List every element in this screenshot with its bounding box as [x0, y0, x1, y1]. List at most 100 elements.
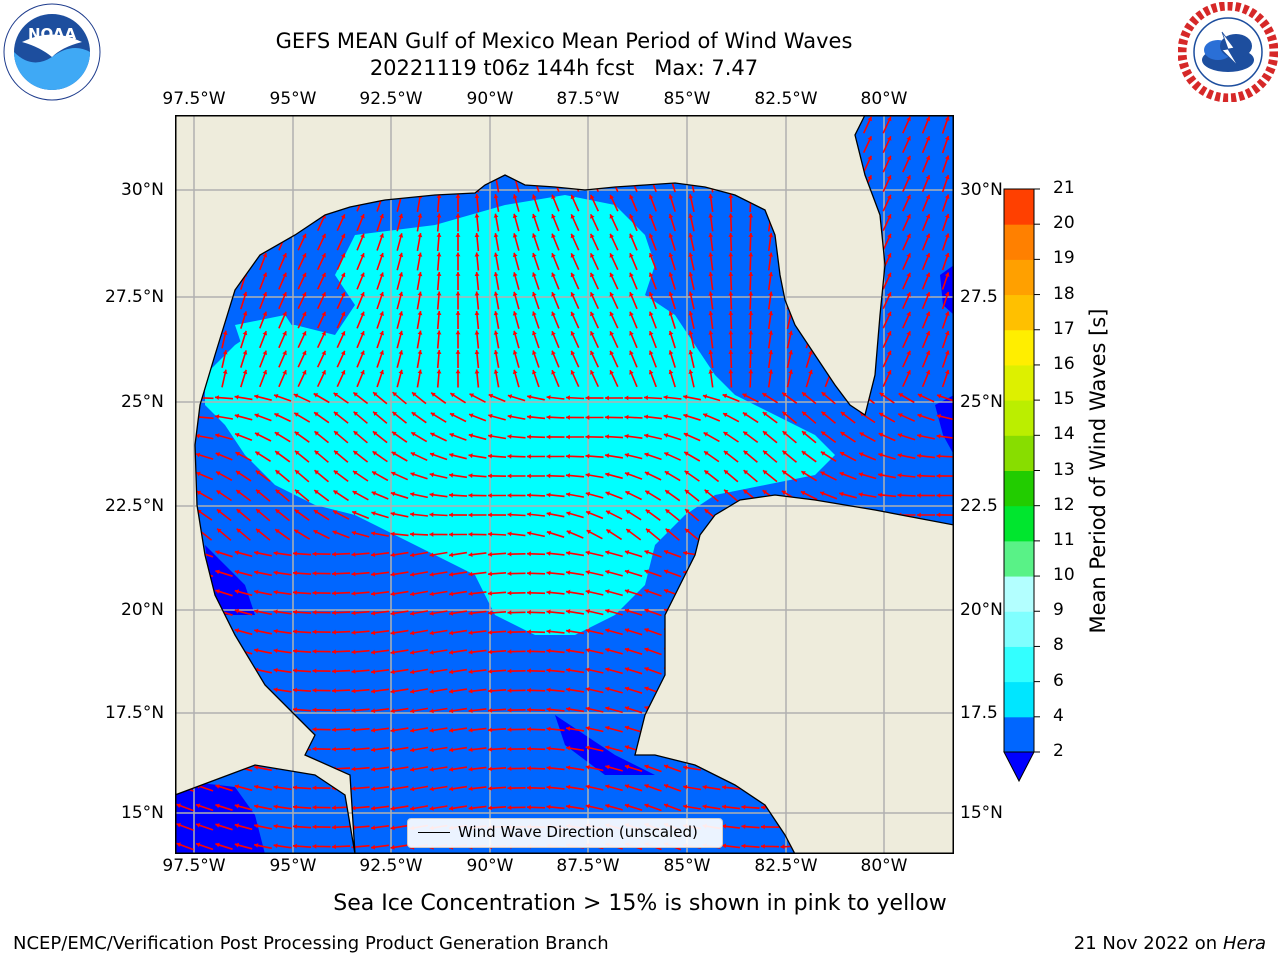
wave-direction-arrowhead [273, 667, 278, 673]
lat-label-right-17-5: 17.5 [960, 703, 998, 723]
wave-direction-arrowhead [488, 571, 492, 577]
wave-direction-arrowhead [585, 784, 590, 790]
wave-direction-arrowhead [605, 803, 610, 809]
wave-direction-arrowhead [215, 433, 220, 438]
wave-direction-arrowhead [609, 292, 614, 297]
wave-direction-arrowhead [683, 413, 688, 419]
wave-direction-arrowhead [724, 489, 729, 494]
wave-direction-arrowhead [410, 472, 415, 477]
wave-direction-arrowhead [254, 823, 259, 829]
wave-direction-arrowhead [527, 687, 531, 693]
wave-direction-arrowhead [468, 571, 473, 577]
wave-direction-arrowhead [196, 842, 201, 848]
wave-direction-arrowhead [256, 528, 261, 534]
wave-direction-arrowhead [410, 767, 415, 772]
wave-direction-arrowhead [449, 452, 454, 458]
colorbar-tick-label: 14 [1053, 424, 1075, 445]
wave-direction-arrowhead [644, 803, 649, 809]
wave-direction-arrowhead [493, 233, 499, 238]
wave-direction-arrowhead [410, 492, 415, 497]
wave-direction-arrowhead [906, 272, 911, 278]
wave-direction-arrowhead [411, 432, 416, 437]
wave-direction-arrowhead [768, 233, 774, 238]
wave-direction-arrowhead [821, 392, 827, 397]
lon-label-top-82-5: 82.5°W [754, 89, 818, 109]
wave-direction-arrowhead [302, 311, 307, 317]
wave-direction-arrowhead [507, 707, 512, 713]
wave-direction-arrowhead [551, 214, 556, 219]
wave-direction-arrowhead [590, 233, 595, 239]
wave-direction-arrowhead [507, 473, 512, 479]
wave-direction-arrowhead [236, 471, 241, 476]
wave-direction-arrowhead [215, 414, 220, 419]
lon-label-bottom-97-5: 97.5°W [162, 856, 226, 876]
wave-direction-arrowhead [724, 470, 729, 475]
wave-direction-arrowhead [585, 570, 590, 575]
lat-label-left-22-5: 22.5°N [105, 496, 165, 516]
wave-direction-arrowhead [887, 136, 892, 141]
wave-direction-arrowhead [293, 590, 297, 595]
wave-direction-arrowhead [906, 194, 911, 200]
wave-direction-arrowhead [340, 233, 346, 239]
wave-direction-arrowhead [624, 608, 630, 614]
wave-direction-arrowhead [488, 669, 492, 674]
wave-direction-arrowhead [878, 492, 883, 498]
wave-direction-arrowhead [840, 451, 845, 457]
wave-direction-arrowhead [585, 472, 590, 478]
wave-direction-arrowhead [236, 528, 242, 533]
wave-direction-arrowhead [351, 688, 356, 694]
legend-label: Wind Wave Direction (unscaled) [458, 823, 698, 841]
wave-direction-arrowhead [332, 649, 336, 655]
wave-direction-arrowhead [936, 512, 941, 518]
wave-direction-arrowhead [906, 311, 911, 317]
wave-direction-arrowhead [215, 452, 221, 457]
wave-direction-arrowhead [493, 194, 499, 199]
wave-direction-arrowhead [293, 824, 297, 829]
wave-direction-arrowhead [944, 214, 950, 219]
wave-direction-arrowhead [449, 630, 454, 636]
wave-direction-arrowhead [351, 610, 356, 616]
wave-direction-arrowhead [782, 431, 788, 436]
wave-direction-arrowhead [551, 292, 556, 297]
wave-direction-arrowhead [590, 253, 595, 258]
wave-direction-arrowhead [629, 194, 634, 200]
wave-direction-arrowhead [242, 369, 248, 375]
wave-direction-arrowhead [586, 510, 591, 516]
wave-direction-arrowhead [629, 311, 634, 317]
wave-direction-arrowhead [254, 765, 259, 770]
wave-direction-arrowhead [748, 350, 754, 354]
wave-direction-arrowhead [532, 272, 537, 277]
wave-direction-arrowhead [351, 727, 356, 733]
wave-direction-arrowhead [867, 175, 872, 180]
wave-direction-arrowhead [887, 370, 892, 375]
wave-direction-arrowhead [313, 510, 319, 515]
wave-direction-arrowhead [488, 610, 492, 616]
sea-period-below-2 [175, 265, 954, 854]
wave-direction-arrowhead [398, 350, 404, 355]
wave-direction-arrowhead [429, 630, 434, 636]
wave-direction-arrowhead [664, 589, 669, 594]
wave-direction-arrowhead [274, 432, 280, 437]
wave-direction-arrowhead [429, 572, 434, 577]
wave-direction-arrowhead [566, 628, 571, 634]
wave-direction-arrowhead [449, 747, 454, 753]
wave-direction-arrowhead [944, 331, 950, 336]
wave-direction-arrowhead [436, 369, 442, 374]
wave-direction-arrowhead [333, 510, 338, 515]
wave-direction-arrowhead [728, 233, 734, 237]
wave-direction-arrowhead [629, 350, 634, 356]
wave-direction-arrowhead [859, 452, 864, 457]
wave-direction-arrowhead [390, 630, 395, 636]
wave-direction-arrowhead [566, 453, 570, 459]
wave-direction-arrowhead [493, 272, 499, 277]
wave-direction-arrowhead [321, 233, 326, 239]
wave-direction-arrowhead [887, 155, 892, 161]
wave-direction-arrowhead [761, 844, 765, 849]
wave-direction-arrowhead [417, 252, 423, 257]
wave-direction-arrowhead [371, 844, 376, 850]
wave-direction-arrowhead [507, 453, 512, 459]
wave-direction-arrowhead [436, 213, 442, 218]
wave-direction-arrowhead [527, 531, 532, 536]
wave-direction-arrowhead [624, 414, 629, 420]
wave-direction-arrowhead [351, 571, 356, 577]
